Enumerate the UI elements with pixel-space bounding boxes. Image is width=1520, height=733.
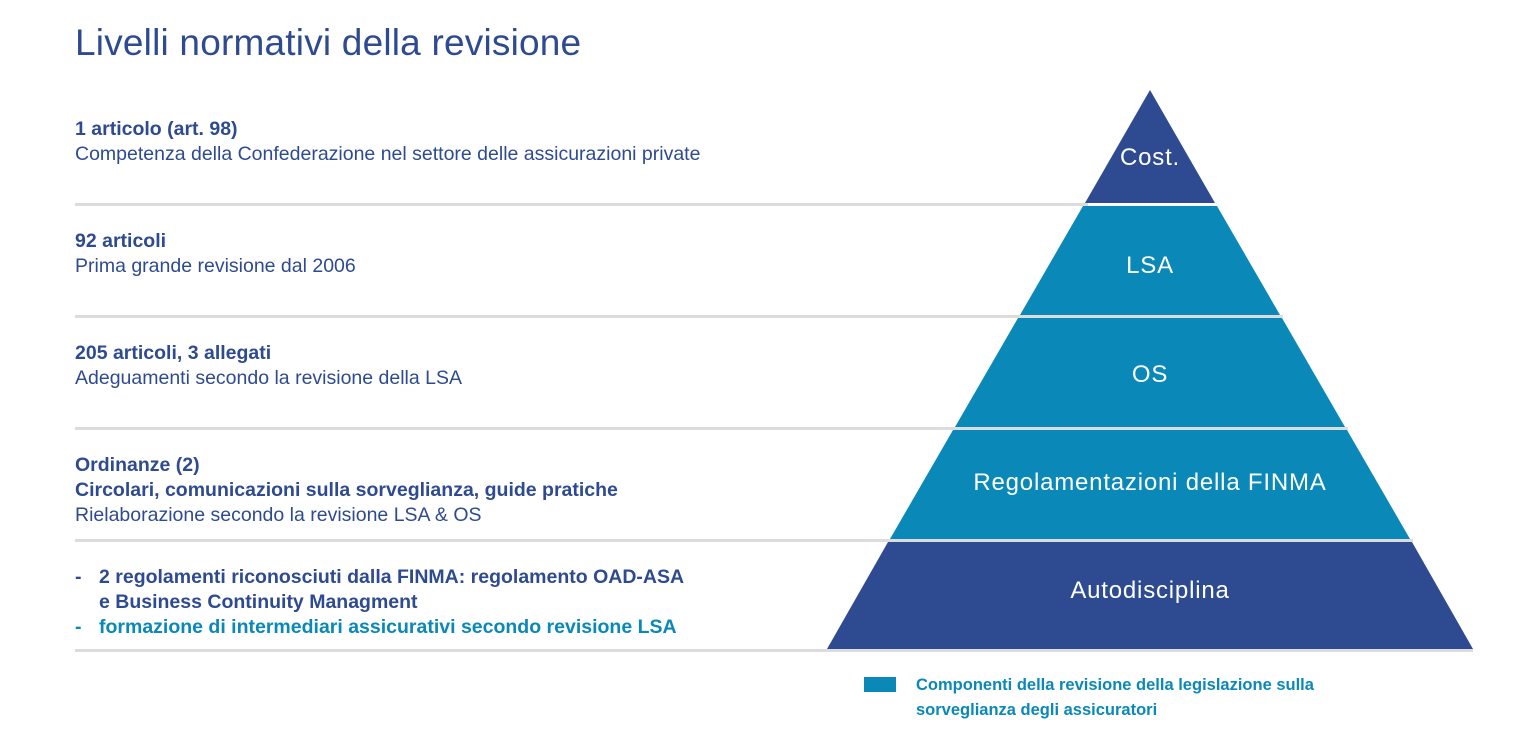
divider bbox=[75, 315, 1283, 318]
divider bbox=[75, 649, 1473, 652]
row-lsa-desc: Prima grande revisione dal 2006 bbox=[75, 255, 356, 277]
pyramid-label-autodisciplina: Autodisciplina bbox=[1070, 577, 1230, 604]
pyramid-level-cost bbox=[1085, 90, 1215, 203]
row-os-desc: Adeguamenti secondo la revisione della L… bbox=[75, 367, 463, 389]
pyramid-level-lsa bbox=[1020, 206, 1280, 315]
bullet-item: - formazione di intermediari assicurativ… bbox=[75, 615, 684, 640]
row-os-heading: 205 articoli, 3 allegati bbox=[75, 342, 272, 364]
row-finma-subheading: Circolari, comunicazioni sulla sorveglia… bbox=[75, 479, 618, 501]
bullet-text: 2 regolamenti riconosciuti dalla FINMA: … bbox=[99, 566, 685, 588]
bullet-dash: - bbox=[75, 616, 82, 638]
row-cost-heading: 1 articolo (art. 98) bbox=[75, 118, 238, 140]
row-finma-heading: Ordinanze (2) bbox=[75, 454, 200, 476]
pyramid-label-os: OS bbox=[1131, 361, 1169, 388]
pyramid-label-cost: Cost. bbox=[1119, 144, 1180, 171]
legend-text: Componenti della revisione della legisla… bbox=[916, 676, 1314, 719]
pyramid-label-lsa: LSA bbox=[1126, 252, 1174, 279]
bullet-item: - 2 regolamenti riconosciuti dalla FINMA… bbox=[75, 565, 684, 615]
pyramid-level-finma bbox=[890, 430, 1410, 539]
row-finma: Ordinanze (2) Circolari, comunicazioni s… bbox=[75, 453, 618, 528]
row-cost: 1 articolo (art. 98) Competenza della Co… bbox=[75, 117, 700, 167]
row-os: 205 articoli, 3 allegati Adeguamenti sec… bbox=[75, 341, 462, 391]
pyramid-label-finma: Regolamentazioni della FINMA bbox=[973, 469, 1327, 496]
pyramid-level-autodisciplina bbox=[827, 542, 1473, 649]
bullet-text: formazione di intermediari assicurativi … bbox=[99, 616, 677, 638]
divider bbox=[75, 427, 1348, 430]
row-lsa: 92 articoli Prima grande revisione dal 2… bbox=[75, 229, 356, 279]
legend-swatch bbox=[864, 677, 896, 692]
row-finma-desc: Rielaborazione secondo la revisione LSA … bbox=[75, 504, 482, 526]
pyramid-level-os bbox=[955, 318, 1345, 427]
page-title: Livelli normativi della revisione bbox=[75, 22, 582, 63]
bullet-text-continued: e Business Continuity Managment bbox=[99, 591, 418, 613]
row-lsa-heading: 92 articoli bbox=[75, 230, 167, 252]
row-cost-desc: Competenza della Confederazione nel sett… bbox=[75, 143, 701, 165]
bullet-dash: - bbox=[75, 566, 82, 588]
divider bbox=[75, 203, 1088, 206]
divider bbox=[75, 539, 1413, 542]
row-autodisciplina: - 2 regolamenti riconosciuti dalla FINMA… bbox=[75, 565, 684, 640]
